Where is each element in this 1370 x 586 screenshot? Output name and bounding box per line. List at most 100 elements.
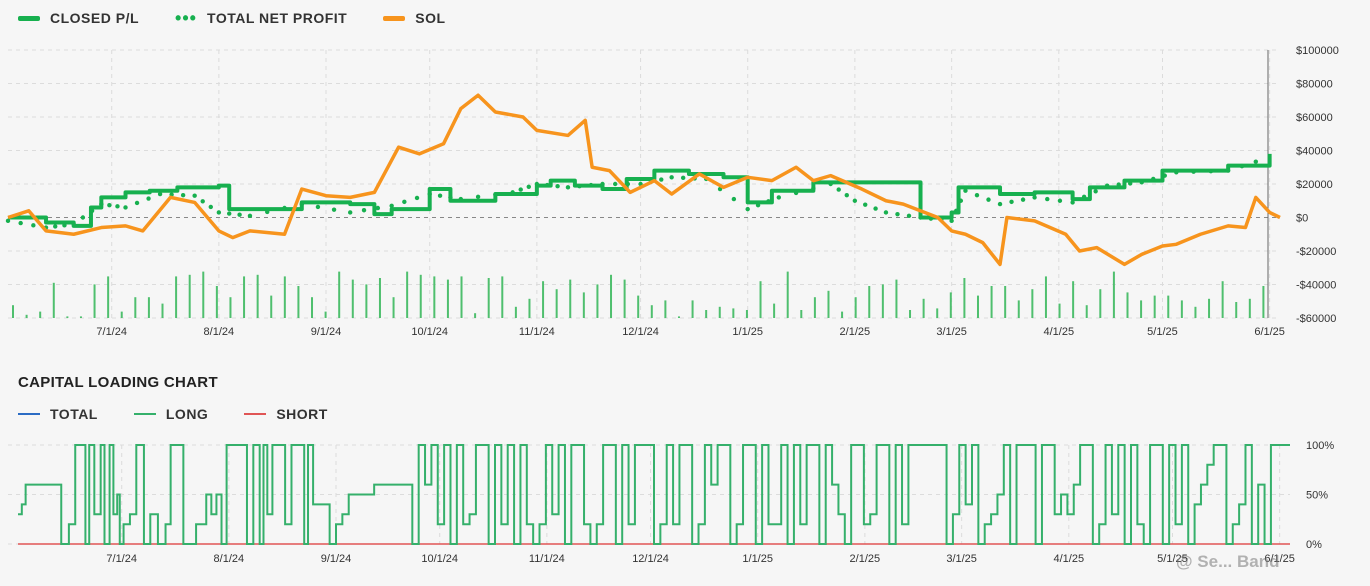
volume-bar	[107, 276, 110, 318]
x-tick-label: 8/1/24	[204, 326, 235, 338]
total-net-profit-point	[863, 202, 868, 207]
volume-bar	[555, 289, 558, 318]
volume-bar	[813, 297, 816, 318]
legend-short[interactable]: SHORT	[244, 406, 328, 422]
legend-total[interactable]: TOTAL	[18, 406, 98, 422]
total-net-profit-point	[986, 197, 991, 202]
volume-bar	[718, 306, 721, 318]
total-net-profit-point	[669, 175, 674, 180]
total-net-profit-point	[1239, 163, 1245, 169]
legend-closed-pl-label: CLOSED P/L	[50, 10, 140, 26]
total-net-profit-point	[315, 204, 321, 210]
total-net-profit-point	[71, 222, 76, 227]
volume-bar	[39, 311, 42, 318]
volume-bar	[949, 292, 952, 318]
volume-bar	[854, 297, 857, 318]
capital-y-tick-label: 0%	[1306, 539, 1322, 551]
total-net-profit-point	[906, 213, 912, 219]
total-net-profit-point	[458, 196, 464, 202]
total-net-profit-point	[526, 184, 531, 189]
total-net-profit-point	[331, 207, 337, 212]
legend-total-net-profit[interactable]: ••• TOTAL NET PROFIT	[175, 9, 347, 27]
volume-bar	[1194, 306, 1197, 318]
total-net-profit-point	[1020, 197, 1026, 202]
volume-bar	[745, 310, 748, 318]
capital-x-tick-label: 3/1/25	[946, 553, 977, 565]
total-net-profit-point	[1032, 195, 1037, 200]
total-net-profit-point	[974, 192, 980, 198]
total-net-profit-point	[375, 205, 381, 211]
total-net-profit-point	[755, 203, 761, 208]
total-net-profit-point	[115, 204, 120, 209]
total-net-profit-point	[1104, 183, 1110, 188]
volume-bar	[1262, 286, 1265, 318]
volume-bar	[1167, 295, 1170, 318]
total-net-profit-point	[1009, 199, 1014, 205]
total-net-profit-point	[1116, 182, 1121, 187]
total-net-profit-point	[180, 192, 186, 198]
volume-bar	[691, 300, 694, 318]
total-net-profit-point	[1139, 180, 1144, 185]
volume-bar	[705, 310, 708, 318]
bottom-legend: TOTAL LONG SHORT	[18, 406, 364, 422]
legend-long-swatch	[133, 413, 156, 415]
volume-bar	[732, 308, 735, 318]
capital-x-tick-label: 10/1/24	[421, 553, 458, 565]
legend-total-label: TOTAL	[50, 406, 98, 422]
total-net-profit-point	[731, 196, 737, 202]
volume-bar	[1004, 286, 1007, 318]
total-net-profit-point	[873, 206, 878, 211]
volume-bar	[1180, 300, 1183, 318]
y-tick-label: -$60000	[1296, 313, 1336, 325]
legend-sol-swatch	[383, 15, 406, 21]
volume-bar	[338, 271, 341, 318]
capital-y-tick-label: 100%	[1306, 440, 1334, 452]
volume-bar	[256, 274, 259, 318]
volume-bar	[474, 313, 477, 318]
total-net-profit-point	[389, 203, 394, 208]
total-net-profit-point	[510, 190, 515, 195]
total-net-profit-point	[1225, 168, 1231, 173]
total-net-profit-point	[1208, 168, 1214, 174]
capital-x-tick-label: 7/1/24	[106, 553, 137, 565]
x-tick-label: 12/1/24	[622, 326, 659, 338]
x-tick-label: 5/1/25	[1147, 326, 1178, 338]
y-tick-label: $20000	[1296, 179, 1333, 191]
volume-bar	[1126, 292, 1129, 318]
volume-bar	[1140, 300, 1143, 318]
total-net-profit-point	[844, 192, 849, 198]
capital-x-tick-label: 9/1/24	[321, 553, 352, 565]
legend-closed-pl[interactable]: CLOSED P/L	[18, 10, 139, 26]
volume-bar	[868, 286, 871, 318]
volume-bar	[311, 297, 314, 318]
volume-bar	[827, 290, 830, 318]
total-net-profit-point	[402, 199, 407, 205]
volume-bar	[895, 279, 898, 318]
total-net-profit-point	[134, 200, 140, 206]
total-net-profit-point	[958, 198, 964, 203]
volume-bar	[419, 274, 422, 318]
volume-bar	[229, 297, 232, 318]
total-net-profit-point	[1070, 200, 1075, 205]
total-net-profit-point	[997, 201, 1003, 207]
legend-sol-label: SOL	[415, 10, 446, 26]
volume-bar	[270, 295, 273, 318]
volume-bar	[188, 274, 191, 318]
legend-short-label: SHORT	[276, 406, 328, 422]
x-tick-label: 1/1/25	[732, 326, 763, 338]
total-net-profit-point	[448, 195, 453, 200]
total-net-profit-point	[414, 195, 420, 201]
total-net-profit-point	[1081, 194, 1087, 200]
volume-bar	[1017, 300, 1020, 318]
legend-long[interactable]: LONG	[133, 406, 208, 422]
total-net-profit-point	[146, 196, 151, 201]
legend-total-swatch	[18, 413, 40, 415]
total-net-profit-point	[475, 194, 481, 200]
volume-bar	[79, 316, 82, 318]
total-net-profit-point	[347, 210, 353, 215]
legend-sol[interactable]: SOL	[383, 10, 445, 26]
total-net-profit-point	[776, 195, 782, 200]
volume-bar	[909, 310, 912, 318]
long-line	[18, 444, 1290, 545]
total-net-profit-point	[31, 223, 36, 228]
